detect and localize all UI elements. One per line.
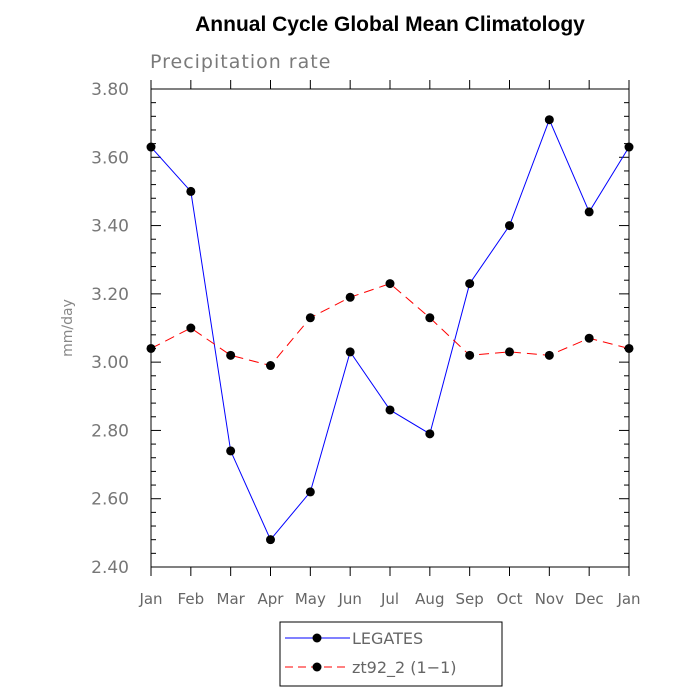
x-tick-label: Aug xyxy=(415,590,444,608)
series-0-point xyxy=(266,535,275,545)
legend-marker-0 xyxy=(312,633,322,643)
series-0-point xyxy=(544,115,554,125)
series-1-point xyxy=(226,350,236,360)
plot-frame xyxy=(150,88,630,568)
y-tick-label: 3.80 xyxy=(91,80,129,100)
y-tick-label: 2.40 xyxy=(91,558,129,578)
legend: LEGATES zt92_2 (1−1) xyxy=(279,621,503,687)
series-0-point xyxy=(505,221,514,231)
series-0-point xyxy=(226,446,236,456)
series-0-point xyxy=(425,429,435,439)
x-tick-label: Jun xyxy=(337,590,361,608)
y-axis-label: mm/day xyxy=(60,299,76,357)
legend-marker-1 xyxy=(312,662,322,672)
y-tick-label: 3.60 xyxy=(91,148,129,168)
series-1-point xyxy=(505,347,514,357)
series-0-point xyxy=(385,405,395,415)
x-tick-label: Nov xyxy=(535,590,564,608)
x-tick-label: Jul xyxy=(380,590,399,608)
x-tick-label: Feb xyxy=(178,590,205,608)
y-tick-label: 2.60 xyxy=(91,490,129,510)
y-tick-label: 3.40 xyxy=(91,217,129,237)
x-tick-label: Mar xyxy=(217,590,246,608)
x-tick-label: Apr xyxy=(258,590,285,608)
series-0-point xyxy=(584,207,594,217)
y-tick-label: 3.20 xyxy=(91,285,129,305)
series-1-point xyxy=(584,333,594,343)
series-1-point xyxy=(266,361,275,371)
series-line-0 xyxy=(150,118,630,541)
x-tick-label: Oct xyxy=(497,590,523,608)
legend-box xyxy=(279,621,503,687)
x-tick-label: Sep xyxy=(456,590,484,608)
series-1-point xyxy=(305,313,315,323)
x-tick-label: Jan xyxy=(138,590,162,608)
legend-label-1: zt92_2 (1−1) xyxy=(352,658,457,678)
x-tick-label: Jan xyxy=(616,590,640,608)
x-tick-label: May xyxy=(295,590,326,608)
chart-subtitle: Precipitation rate xyxy=(150,51,331,73)
series-1-point xyxy=(385,279,395,289)
series-1-point xyxy=(425,313,435,323)
ticks-layer: 2.40 2.60 2.80 3.00 3.20 3.40 3.60 3.80 Jan Feb Ma… xyxy=(91,80,641,608)
y-tick-label: 3.00 xyxy=(91,353,129,373)
series-0-point xyxy=(305,487,315,497)
series-1-point xyxy=(465,350,475,360)
y-tick-label: 2.80 xyxy=(91,421,129,441)
series-0-point xyxy=(186,186,196,196)
series-1-point xyxy=(544,350,554,360)
x-tick-label: Dec xyxy=(575,590,604,608)
series-0-point xyxy=(465,279,475,289)
series-1-point xyxy=(186,323,196,333)
chart-title: Annual Cycle Global Mean Climatology xyxy=(195,13,585,36)
series-line-1 xyxy=(150,283,630,367)
legend-label-0: LEGATES xyxy=(352,629,423,648)
series-1-point xyxy=(345,292,355,302)
series-layer xyxy=(146,115,634,545)
series-0-point xyxy=(345,347,355,357)
